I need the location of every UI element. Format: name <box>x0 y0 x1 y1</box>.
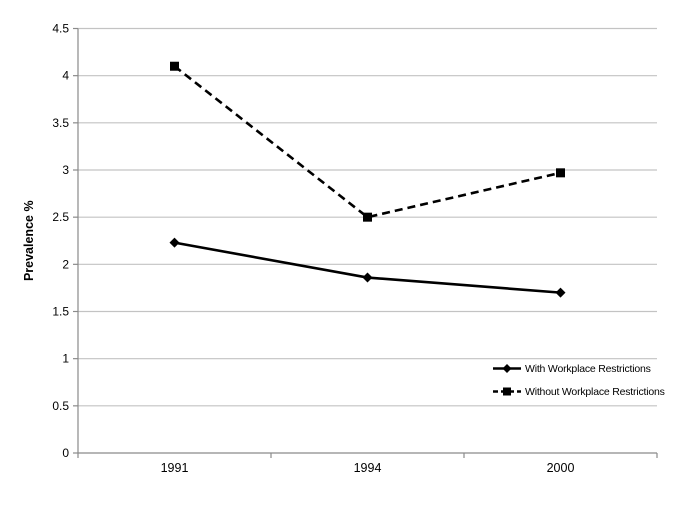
legend-item-without-workplace-restrictions: Without Workplace Restrictions <box>492 380 665 403</box>
diamond-marker-icon <box>169 237 180 248</box>
series-line <box>173 65 561 219</box>
x-tick-label: 1991 <box>161 461 189 475</box>
y-tick-label: 2.5 <box>52 210 69 224</box>
y-tick-label: 0.5 <box>52 399 69 413</box>
legend-dashed-square-sample-icon <box>493 387 521 396</box>
series-with-workplace-restrictions <box>169 237 566 298</box>
x-tick-label: 1994 <box>354 461 382 475</box>
axis-labels: 0 0.5 1 1.5 2 2.5 3 3.5 4 4.5 1991 1994 2000 <box>52 22 574 476</box>
y-axis-title: Prevalence % <box>22 200 36 281</box>
y-tick-label: 4 <box>62 69 69 83</box>
square-marker-icon <box>556 168 565 178</box>
x-tick-label: 2000 <box>547 461 575 475</box>
y-tick-label: 0 <box>62 446 69 460</box>
series-without-workplace-restrictions <box>170 61 565 222</box>
y-tick-label: 4.5 <box>52 22 69 36</box>
diamond-marker-icon <box>555 287 566 298</box>
y-tick-label: 2 <box>62 257 69 271</box>
axes <box>73 27 658 458</box>
square-marker-icon <box>363 212 372 222</box>
legend-solid-diamond-sample-icon <box>493 364 521 373</box>
legend: With Workplace Restrictions Without Work… <box>492 357 665 403</box>
square-marker-icon <box>170 61 179 71</box>
diamond-marker-icon <box>362 272 373 283</box>
series-line <box>174 241 561 294</box>
y-tick-label: 3 <box>62 163 69 177</box>
legend-item-with-workplace-restrictions: With Workplace Restrictions <box>492 357 665 380</box>
y-tick-label: 1.5 <box>52 305 69 319</box>
y-tick-label: 1 <box>62 352 69 366</box>
legend-label-without-workplace-restrictions: Without Workplace Restrictions <box>525 385 665 398</box>
y-tick-label: 3.5 <box>52 116 69 130</box>
diamond-marker-icon <box>502 364 512 373</box>
square-marker-icon <box>503 387 511 396</box>
legend-label-with-workplace-restrictions: With Workplace Restrictions <box>525 362 651 375</box>
